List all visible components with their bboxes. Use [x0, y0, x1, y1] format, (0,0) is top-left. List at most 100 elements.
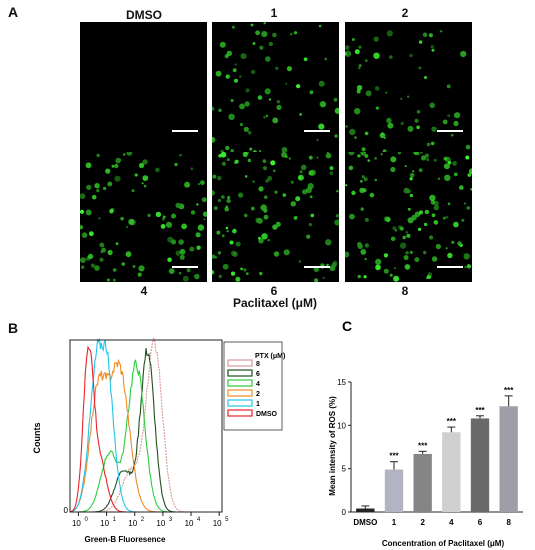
micrograph-1 — [212, 22, 339, 162]
cell-dot — [94, 265, 100, 271]
scale-bar — [172, 266, 198, 268]
cell-dot — [245, 88, 250, 93]
cell-dot — [407, 207, 411, 211]
bar-category-label: 8 — [506, 518, 511, 527]
bar-y-tick-label: 0 — [342, 508, 347, 517]
cell-dot — [243, 152, 249, 155]
cell-dot — [264, 195, 268, 199]
cell-dot — [260, 204, 267, 211]
cell-dot — [457, 241, 462, 246]
cell-dot — [329, 171, 334, 175]
cell-dot — [405, 251, 409, 255]
cell-dot — [212, 254, 216, 259]
cell-dot — [423, 250, 427, 255]
cell-dot — [265, 179, 269, 183]
cell-dot — [293, 31, 298, 35]
cell-dot — [99, 257, 104, 262]
cell-dot — [105, 168, 111, 174]
cell-dot — [243, 268, 247, 272]
cell-dot — [102, 186, 107, 191]
cell-dot — [258, 186, 264, 192]
bar-y-tick-label: 10 — [337, 421, 346, 430]
bar-category-label: 6 — [478, 518, 483, 527]
cell-dot — [143, 184, 147, 188]
cell-dot — [268, 41, 273, 47]
cell-dot — [91, 194, 97, 200]
cell-dot — [255, 30, 260, 36]
bar-category-label: 1 — [392, 518, 397, 527]
cell-dot — [288, 157, 291, 160]
cell-dot — [250, 23, 254, 27]
cell-dot — [403, 255, 409, 261]
cell-dot — [262, 159, 267, 163]
cell-dot — [318, 123, 325, 130]
scale-bar — [437, 266, 463, 268]
cell-dot — [430, 45, 434, 49]
cell-dot — [80, 193, 86, 200]
significance-label: *** — [389, 452, 399, 461]
flow-x-tick-exponent: 3 — [169, 517, 173, 523]
cell-dot — [162, 215, 166, 219]
cell-dot — [451, 240, 455, 244]
cell-dot — [125, 226, 128, 228]
cell-dot — [467, 173, 472, 177]
cell-dot — [428, 33, 433, 38]
cell-dot — [226, 198, 231, 204]
cell-dot — [174, 162, 178, 167]
cell-dot — [322, 276, 325, 280]
cell-dot — [295, 196, 301, 202]
cell-dot — [390, 236, 396, 242]
cell-dot — [403, 187, 410, 194]
cell-dot — [418, 168, 423, 173]
cell-dot — [361, 147, 366, 152]
cell-dot — [98, 217, 101, 220]
significance-label: *** — [504, 386, 514, 395]
cell-dot — [392, 226, 397, 231]
cell-dot — [232, 68, 237, 73]
cell-dot — [390, 156, 397, 163]
cell-dot — [263, 214, 269, 220]
cell-dot — [364, 154, 369, 158]
bar-y-tick-label: 15 — [337, 378, 346, 387]
cell-dot — [285, 82, 288, 85]
cell-dot — [418, 66, 422, 70]
cell-dot — [179, 248, 186, 255]
cell-dot — [240, 267, 243, 271]
flow-x-ticks: 10 0 10 1 10 2 10 3 10 4 10 5 — [72, 512, 229, 528]
cell-dot — [132, 265, 136, 268]
cell-dot — [466, 264, 472, 269]
flow-curve-dmso — [69, 345, 222, 513]
cell-dot — [429, 102, 435, 109]
cell-dot — [235, 276, 241, 282]
cell-dot — [380, 153, 383, 156]
cell-dot — [433, 158, 437, 162]
cell-dot — [429, 235, 434, 240]
cell-dot — [409, 177, 413, 181]
cell-dot — [235, 241, 241, 247]
cell-dot — [348, 152, 355, 156]
cell-dot — [239, 122, 243, 127]
bar-1 — [384, 469, 404, 512]
cell-dot — [437, 177, 441, 180]
cell-dot — [418, 227, 422, 231]
cell-dot — [345, 125, 348, 128]
cell-dot — [324, 57, 328, 61]
cell-dot — [215, 70, 222, 77]
cell-dot — [220, 152, 227, 158]
cell-dot — [416, 125, 420, 130]
cell-dot — [80, 226, 83, 229]
cell-dot — [369, 192, 375, 198]
cell-dot — [447, 161, 452, 165]
cell-dot — [142, 175, 149, 181]
cell-dot — [367, 159, 371, 162]
cell-dot — [335, 214, 339, 218]
cell-dot — [240, 53, 247, 60]
cell-dot — [131, 189, 135, 193]
cell-dot — [447, 202, 451, 206]
cell-dot — [81, 232, 88, 238]
cell-dot — [308, 155, 313, 160]
cell-dot — [409, 193, 413, 198]
cell-dot — [261, 233, 268, 240]
cell-dot — [100, 250, 103, 254]
cell-dot — [221, 161, 226, 166]
